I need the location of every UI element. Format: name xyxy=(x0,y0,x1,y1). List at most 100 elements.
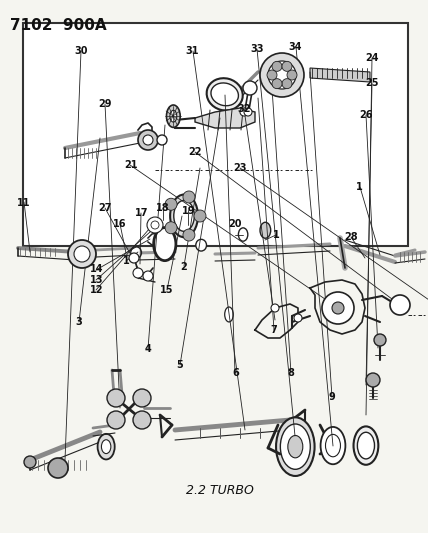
Circle shape xyxy=(133,389,151,407)
Text: 1: 1 xyxy=(123,256,130,266)
Circle shape xyxy=(183,229,195,241)
Circle shape xyxy=(129,253,139,263)
Circle shape xyxy=(68,240,96,268)
Text: 1: 1 xyxy=(356,182,363,191)
Text: 22: 22 xyxy=(188,147,202,157)
Ellipse shape xyxy=(150,223,163,232)
Circle shape xyxy=(272,79,282,88)
Circle shape xyxy=(267,70,277,80)
Ellipse shape xyxy=(170,195,198,237)
Circle shape xyxy=(143,271,153,281)
Circle shape xyxy=(165,222,177,234)
Ellipse shape xyxy=(260,222,270,238)
Text: 15: 15 xyxy=(160,286,174,295)
Ellipse shape xyxy=(98,434,115,459)
Ellipse shape xyxy=(238,228,248,241)
Circle shape xyxy=(366,373,380,387)
Text: 14: 14 xyxy=(89,264,103,274)
Circle shape xyxy=(374,334,386,346)
Text: 34: 34 xyxy=(288,42,302,52)
Text: 18: 18 xyxy=(156,203,169,213)
Text: 5: 5 xyxy=(176,360,183,370)
Ellipse shape xyxy=(154,228,176,261)
Text: 17: 17 xyxy=(134,208,148,218)
Text: 21: 21 xyxy=(124,160,137,170)
Ellipse shape xyxy=(280,424,310,470)
Circle shape xyxy=(151,221,159,229)
Text: 20: 20 xyxy=(229,219,242,229)
Text: 29: 29 xyxy=(98,99,112,109)
Text: 3: 3 xyxy=(76,318,83,327)
Ellipse shape xyxy=(325,434,340,457)
Text: 25: 25 xyxy=(366,78,379,87)
Circle shape xyxy=(294,314,302,322)
Polygon shape xyxy=(310,68,370,82)
Circle shape xyxy=(390,295,410,315)
Circle shape xyxy=(147,217,163,233)
Circle shape xyxy=(268,61,296,89)
Text: 13: 13 xyxy=(89,275,103,285)
Circle shape xyxy=(24,456,36,468)
Text: 9: 9 xyxy=(328,392,335,402)
Text: 32: 32 xyxy=(237,104,251,114)
Circle shape xyxy=(133,411,151,429)
Text: 24: 24 xyxy=(366,53,379,62)
Text: 19: 19 xyxy=(181,206,195,215)
Circle shape xyxy=(322,292,354,324)
Circle shape xyxy=(282,79,292,88)
Text: 31: 31 xyxy=(186,46,199,55)
Circle shape xyxy=(260,53,304,97)
Circle shape xyxy=(157,135,167,145)
Ellipse shape xyxy=(101,440,111,454)
Text: 26: 26 xyxy=(359,110,373,119)
Text: 23: 23 xyxy=(233,163,247,173)
Circle shape xyxy=(183,191,195,203)
Text: 27: 27 xyxy=(98,203,112,213)
Circle shape xyxy=(138,130,158,150)
Ellipse shape xyxy=(357,432,374,459)
Circle shape xyxy=(272,61,282,71)
Circle shape xyxy=(332,302,344,314)
Circle shape xyxy=(244,108,252,116)
Circle shape xyxy=(74,246,90,262)
Circle shape xyxy=(107,389,125,407)
Circle shape xyxy=(48,458,68,478)
Ellipse shape xyxy=(276,417,315,476)
Text: 33: 33 xyxy=(250,44,264,54)
Ellipse shape xyxy=(288,435,303,458)
Text: 28: 28 xyxy=(344,232,358,242)
Text: 4: 4 xyxy=(144,344,151,354)
Circle shape xyxy=(271,304,279,312)
Ellipse shape xyxy=(354,426,378,465)
Circle shape xyxy=(287,70,297,80)
Text: 16: 16 xyxy=(113,219,127,229)
Ellipse shape xyxy=(395,299,405,311)
Text: 7102  900A: 7102 900A xyxy=(10,18,107,33)
Ellipse shape xyxy=(166,105,180,127)
Text: 8: 8 xyxy=(288,368,294,378)
Circle shape xyxy=(107,411,125,429)
Circle shape xyxy=(282,61,292,71)
Ellipse shape xyxy=(196,239,206,251)
Circle shape xyxy=(240,108,248,116)
Ellipse shape xyxy=(207,78,243,110)
Text: 6: 6 xyxy=(232,368,239,378)
Ellipse shape xyxy=(211,83,238,106)
Circle shape xyxy=(243,81,257,95)
Text: 1: 1 xyxy=(273,230,279,239)
Circle shape xyxy=(143,135,153,145)
Text: 2: 2 xyxy=(181,262,187,271)
Ellipse shape xyxy=(225,307,233,322)
Polygon shape xyxy=(195,108,255,128)
Ellipse shape xyxy=(131,247,141,259)
Circle shape xyxy=(165,198,177,210)
Ellipse shape xyxy=(321,427,345,464)
Circle shape xyxy=(194,210,206,222)
Ellipse shape xyxy=(170,110,177,122)
Ellipse shape xyxy=(174,200,194,231)
Text: 7: 7 xyxy=(270,326,277,335)
Circle shape xyxy=(133,268,143,278)
Text: 2.2 TURBO: 2.2 TURBO xyxy=(186,483,254,497)
Bar xyxy=(23,23,408,246)
Text: 12: 12 xyxy=(89,286,103,295)
